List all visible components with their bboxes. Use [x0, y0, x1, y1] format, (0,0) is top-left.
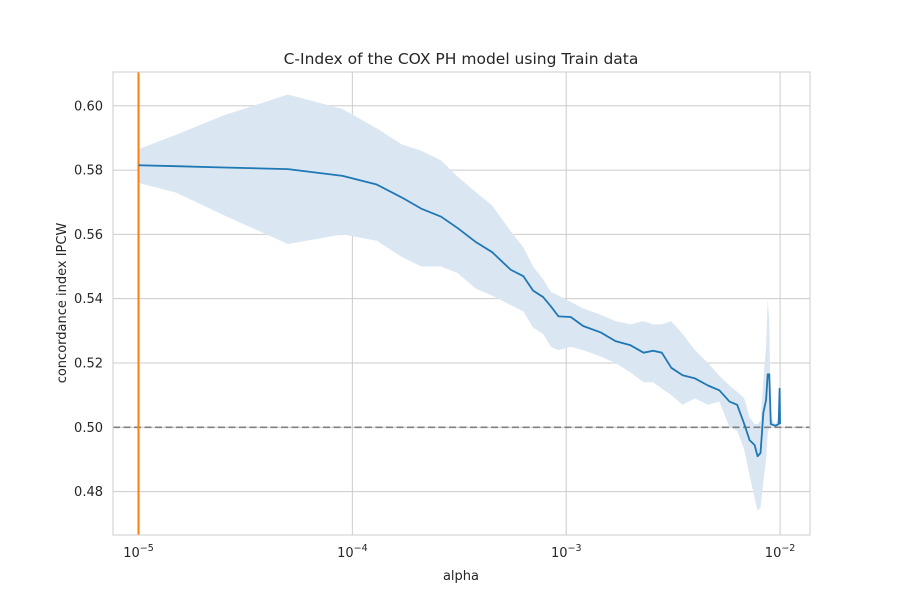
series-line [138, 164, 781, 458]
x-tick-label: 10−3 [551, 543, 582, 561]
x-tick-label: 10−5 [123, 543, 154, 561]
x-axis-ticks: 10−5 10−4 10−3 10−2 [123, 543, 795, 561]
chart-title: C-Index of the COX PH model using Train … [284, 50, 639, 68]
y-tick-label: 0.60 [74, 99, 103, 114]
y-tick-label: 0.54 [74, 292, 103, 307]
x-tick-label: 10−4 [337, 543, 368, 561]
x-axis-label: alpha [443, 569, 479, 584]
y-tick-label: 0.52 [74, 356, 103, 371]
y-axis-ticks: 0.48 0.50 0.52 0.54 0.56 0.58 0.60 [74, 99, 103, 500]
confidence-band [138, 94, 781, 511]
reference-lines [113, 72, 810, 535]
y-tick-label: 0.58 [74, 164, 103, 179]
plot-area [112, 71, 811, 536]
y-tick-label: 0.48 [74, 485, 103, 500]
y-axis-label: concordance index IPCW [55, 223, 70, 384]
y-tick-label: 0.50 [74, 421, 103, 436]
series-line-layer [138, 164, 781, 458]
y-tick-label: 0.56 [74, 228, 103, 243]
confidence-band-layer [138, 94, 781, 511]
plot-frame [112, 71, 811, 536]
x-tick-label: 10−2 [765, 543, 796, 561]
